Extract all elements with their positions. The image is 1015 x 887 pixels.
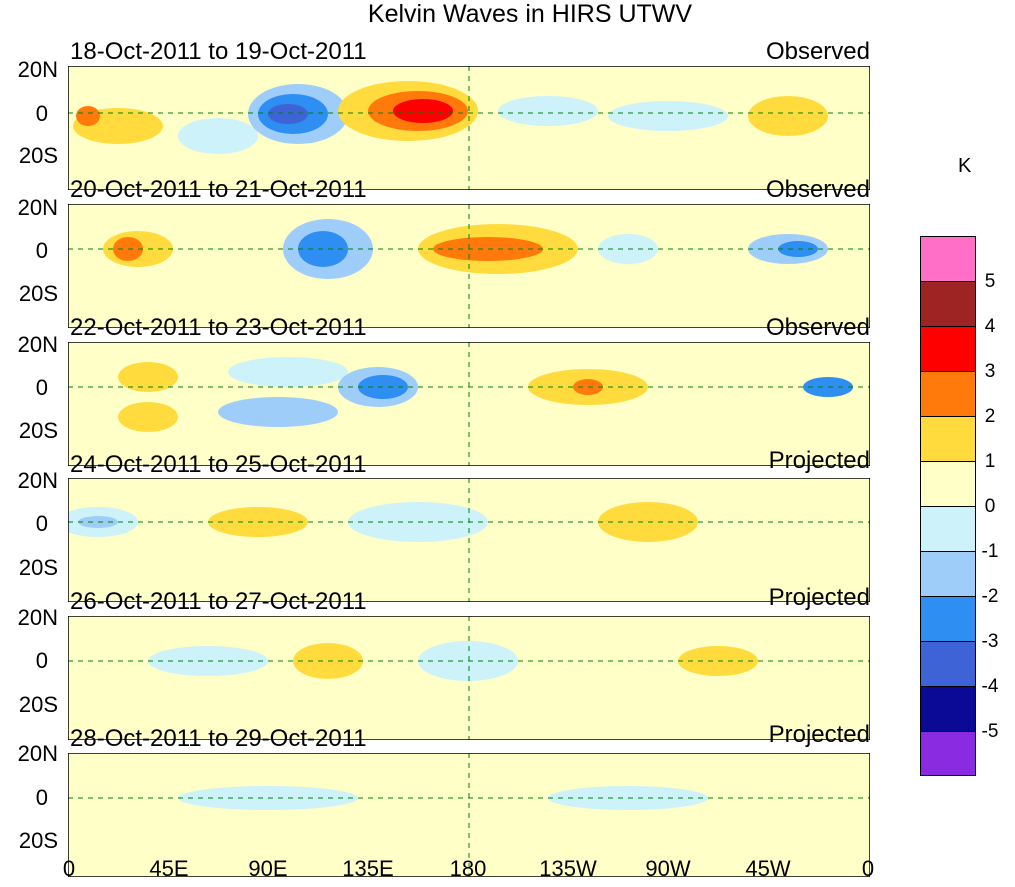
- panel-6-date: 28-Oct-2011 to 29-Oct-2011: [70, 725, 367, 752]
- colorbar-swatch: [920, 326, 976, 371]
- lat-label-0: 0: [35, 511, 48, 536]
- anomaly-map-panel-6: [68, 753, 870, 877]
- colorbar-swatch: [920, 281, 976, 326]
- lat-label-20n: 20N: [17, 468, 58, 493]
- colorbar-label: 1: [984, 451, 996, 472]
- lon-label-45w: 45W: [745, 856, 791, 881]
- colorbar-swatch: [920, 416, 976, 461]
- lat-label-20s: 20S: [18, 418, 58, 443]
- panel-3-date: 22-Oct-2011 to 23-Oct-2011: [70, 314, 367, 341]
- lat-label-0: 0: [35, 648, 48, 673]
- colorbar-label: 3: [984, 361, 996, 382]
- colorbar-swatch: [920, 371, 976, 416]
- anomaly-map-panel-5: [68, 616, 870, 740]
- panel-5-kind: Projected: [768, 584, 870, 611]
- colorbar-label: -1: [981, 541, 999, 562]
- colorbar-swatch: [920, 686, 976, 731]
- lat-label-20s: 20S: [18, 828, 58, 853]
- colorbar-swatch: [920, 236, 976, 281]
- lat-label-20n: 20N: [17, 605, 58, 630]
- colorbar-label: 5: [984, 271, 996, 292]
- colorbar-label: 2: [984, 406, 996, 427]
- panel-1-kind: Observed: [765, 38, 870, 65]
- chart-title: Kelvin Waves in HIRS UTWV: [367, 0, 693, 28]
- lon-label-180: 180: [449, 856, 487, 881]
- colorbar-label: -2: [981, 586, 999, 607]
- colorbar: [920, 236, 976, 776]
- lon-label-90w: 90W: [645, 856, 691, 881]
- colorbar-label: -3: [981, 631, 999, 652]
- anomaly-map-panel-1: [68, 66, 870, 190]
- lon-label-135e: 135E: [342, 856, 394, 881]
- anomaly-map-panel-4: [68, 478, 870, 602]
- colorbar-swatch: [920, 731, 976, 776]
- panel-4-date: 24-Oct-2011 to 25-Oct-2011: [70, 451, 367, 478]
- lon-label-135w: 135W: [539, 856, 597, 881]
- lat-label-20n: 20N: [17, 195, 58, 220]
- lon-label-0: 0: [62, 856, 76, 881]
- lat-label-20s: 20S: [18, 143, 58, 168]
- lon-label-0-east: 0: [861, 856, 875, 881]
- lat-label-20s: 20S: [18, 555, 58, 580]
- colorbar-swatch: [920, 596, 976, 641]
- colorbar-label: 4: [984, 316, 996, 337]
- anomaly-map-panel-3: [68, 342, 870, 466]
- colorbar-units: K: [958, 155, 972, 177]
- panel-1-date: 18-Oct-2011 to 19-Oct-2011: [70, 38, 367, 65]
- colorbar-swatch: [920, 506, 976, 551]
- panel-5-date: 26-Oct-2011 to 27-Oct-2011: [70, 588, 367, 615]
- lat-label-0: 0: [35, 375, 48, 400]
- colorbar-label: -5: [981, 721, 999, 742]
- lon-label-45e: 45E: [149, 856, 189, 881]
- panel-6-kind: Projected: [768, 721, 870, 748]
- lat-label-20s: 20S: [18, 281, 58, 306]
- anomaly-map-panel-2: [68, 204, 870, 328]
- panel-2-date: 20-Oct-2011 to 21-Oct-2011: [70, 176, 367, 203]
- lat-label-20n: 20N: [17, 741, 58, 766]
- lat-label-20s: 20S: [18, 692, 58, 717]
- colorbar-label: 0: [984, 496, 996, 517]
- lat-label-0: 0: [35, 101, 48, 126]
- lat-label-20n: 20N: [17, 57, 58, 82]
- colorbar-swatch: [920, 461, 976, 506]
- colorbar-label: -4: [981, 676, 999, 697]
- lon-label-90e: 90E: [248, 856, 288, 881]
- panel-2-kind: Observed: [765, 176, 870, 203]
- lat-label-0: 0: [35, 785, 48, 810]
- colorbar-swatch: [920, 551, 976, 596]
- panel-4-kind: Projected: [768, 447, 870, 474]
- colorbar-swatch: [920, 641, 976, 686]
- panel-3-kind: Observed: [765, 314, 870, 341]
- lat-label-0: 0: [35, 238, 48, 263]
- lat-label-20n: 20N: [17, 332, 58, 357]
